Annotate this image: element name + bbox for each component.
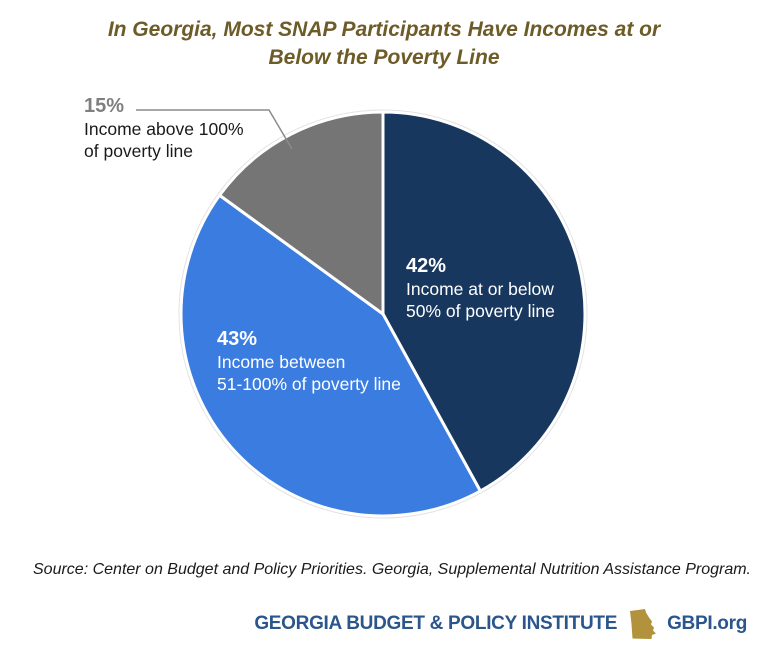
- georgia-state-icon: [630, 609, 657, 639]
- chart-title: In Georgia, Most SNAP Participants Have …: [0, 16, 768, 72]
- pct-between-51-100: 43%: [217, 328, 258, 350]
- pie-slice-at-or-below-50: [381, 110, 587, 493]
- pie-label-between-51-100: 43% Income between 51-100% of poverty li…: [217, 328, 401, 395]
- label-at-or-below-50-line2: 50% of poverty line: [406, 301, 555, 321]
- label-above-100-line1: Income above 100%: [84, 119, 244, 139]
- callout-line: [136, 109, 293, 150]
- chart-title-line1: In Georgia, Most SNAP Participants Have …: [107, 18, 661, 41]
- georgia-state-shape: [630, 609, 657, 639]
- footer-branding: GEORGIA BUDGET & POLICY INSTITUTE GBPI.o…: [254, 606, 747, 642]
- pie-slice-between-51-100: [179, 193, 482, 518]
- label-at-or-below-50-line1: Income at or below: [406, 279, 554, 299]
- pct-above-100: 15%: [84, 95, 125, 117]
- source-note: Source: Center on Budget and Policy Prio…: [33, 561, 751, 578]
- pie-label-above-100: 15% Income above 100% of poverty line: [84, 95, 244, 162]
- label-between-51-100-line2: 51-100% of poverty line: [217, 374, 401, 394]
- chart-title-line2: Below the Poverty Line: [268, 46, 500, 69]
- site-name: GBPI.org: [667, 613, 747, 634]
- label-between-51-100-line1: Income between: [217, 352, 346, 372]
- pie-label-at-or-below-50: 42% Income at or below 50% of poverty li…: [406, 255, 555, 322]
- pie-slice-above-100: [218, 110, 385, 316]
- label-above-100-line2: of poverty line: [84, 141, 193, 161]
- pct-at-or-below-50: 42%: [406, 255, 447, 277]
- org-name: GEORGIA BUDGET & POLICY INSTITUTE: [254, 613, 618, 634]
- pie-slices: [179, 110, 587, 518]
